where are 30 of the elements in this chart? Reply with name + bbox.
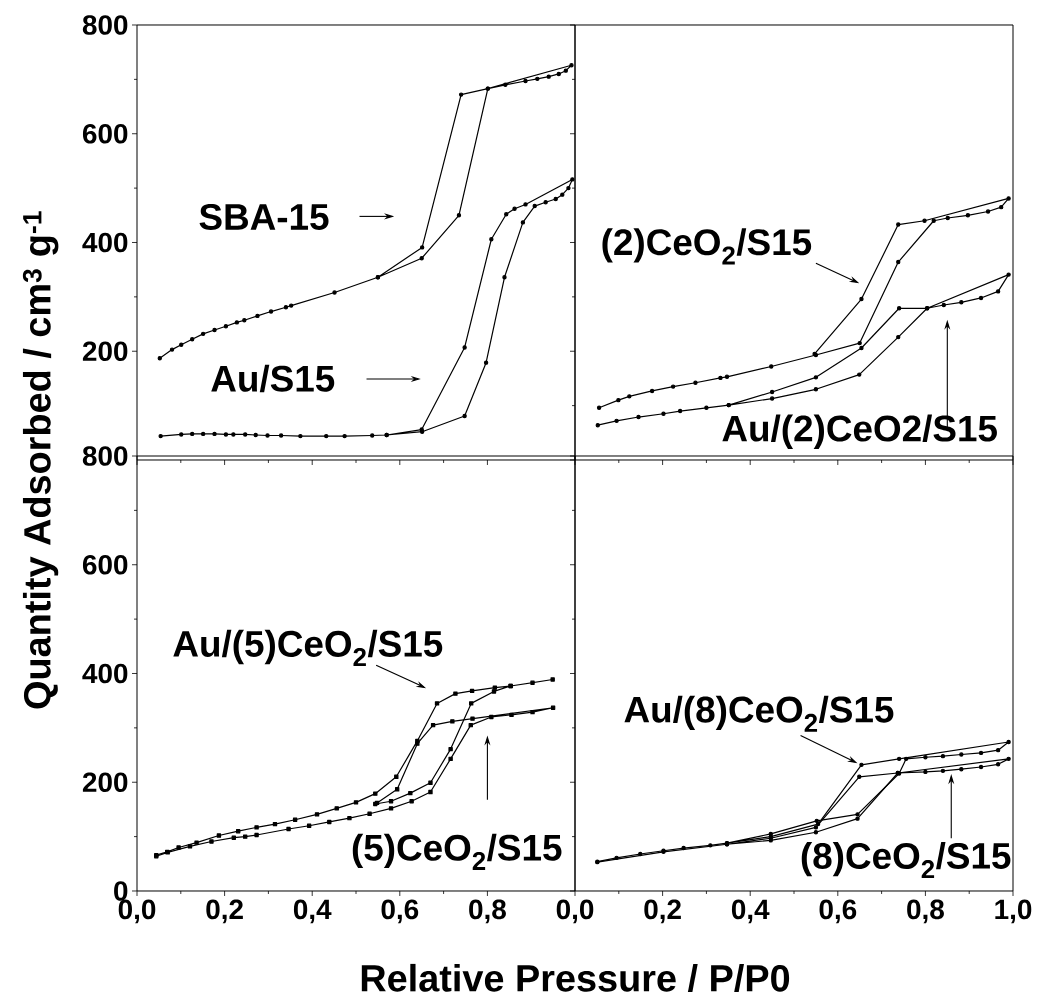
x-tick-label: 0,6 xyxy=(819,899,857,924)
y-tick-label: 800 xyxy=(82,445,128,466)
annotation: Au/(2)CeO2/S15 xyxy=(722,414,997,449)
y-tick-label: 400 xyxy=(82,232,128,253)
x-tick-label: 0,6 xyxy=(381,899,419,924)
x-tick-label: 0,4 xyxy=(731,899,770,924)
annotation: SBA-15 xyxy=(199,203,329,230)
y-tick-label: 800 xyxy=(82,14,128,35)
annotation: Au/(5)CeO$_{2}$/S15 xyxy=(173,629,443,666)
y-tick-label: 0 xyxy=(114,880,128,901)
annotation: Au/S15 xyxy=(211,364,335,392)
y-tick-label: 600 xyxy=(82,123,128,144)
annotation: (5)CeO$_{2}$/S15 xyxy=(352,833,562,870)
y-axis-title: Quantity Adsorbed / cm$^{3}$ g$^{-1}$ xyxy=(22,211,59,709)
x-axis-title: Relative Pressure / P/P0 xyxy=(361,963,790,992)
annotation: (2)CeO$_{2}$/S15 xyxy=(602,228,812,265)
x-tick-label: 0,0 xyxy=(556,899,594,924)
x-tick-label: 0,8 xyxy=(907,899,944,924)
y-tick-label: 600 xyxy=(82,554,128,575)
y-tick-label: 200 xyxy=(82,772,128,792)
y-tick-label: 200 xyxy=(82,341,128,361)
x-tick-label: 0,2 xyxy=(644,899,681,924)
x-tick-label: 0,4 xyxy=(293,899,332,924)
y-tick-label: 400 xyxy=(82,663,128,684)
annotation: Au/(8)CeO$_{2}$/S15 xyxy=(624,695,894,732)
annotation: (8)CeO$_{2}$/S15 xyxy=(801,841,1011,878)
x-tick-label: 0,0 xyxy=(118,899,156,924)
x-tick-label: 1,0 xyxy=(995,899,1032,924)
x-tick-label: 0,8 xyxy=(469,899,506,924)
x-tick-label: 0,2 xyxy=(206,899,243,924)
